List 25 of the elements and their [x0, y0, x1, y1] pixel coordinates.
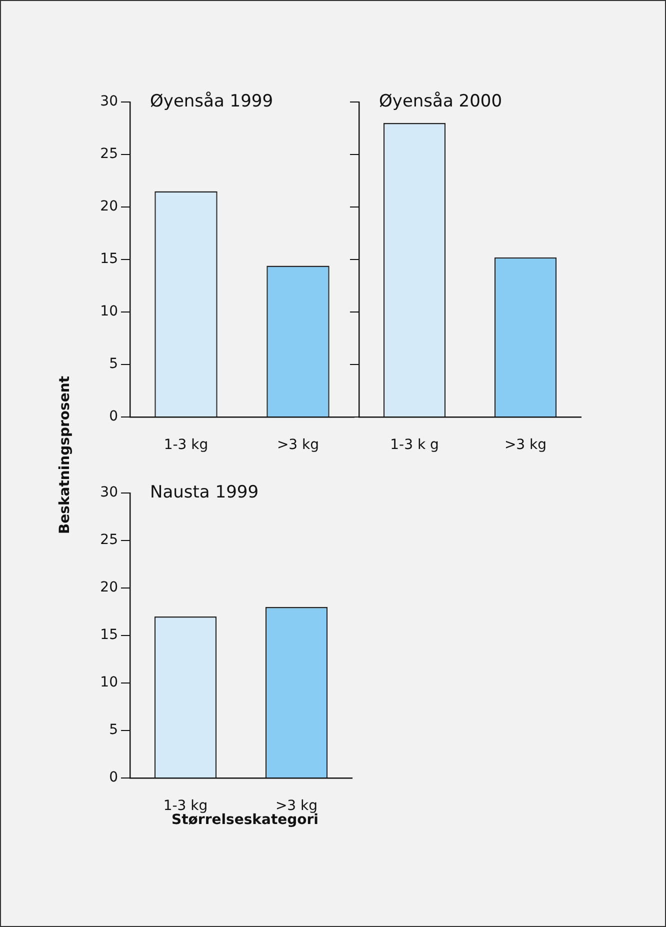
- y-tick-label: 5: [109, 356, 118, 372]
- y-axis-title: Beskatningsprosent: [57, 376, 73, 534]
- x-tick-label: 1-3 kg: [164, 437, 208, 454]
- y-tick-label: 30: [100, 484, 118, 501]
- y-tick-label: 5: [109, 722, 118, 738]
- x-tick-label: >3 kg: [276, 437, 320, 454]
- y-tick-label: 10: [100, 304, 118, 320]
- chart-title: Nausta 1999: [150, 482, 259, 502]
- y-tick-label: 10: [100, 674, 118, 691]
- y-tick-label: 20: [100, 198, 118, 215]
- y-tick-label: 15: [100, 627, 118, 644]
- y-tick-label: 0: [109, 770, 118, 786]
- y-tick-label: 30: [100, 94, 118, 110]
- y-tick-label: 15: [100, 251, 118, 268]
- chart-title: Øyensåa 2000: [379, 91, 502, 112]
- x-tick-label: >3 kg: [275, 798, 318, 814]
- y-tick-label: 25: [100, 532, 118, 548]
- y-tick-label: 25: [100, 146, 118, 162]
- x-tick-label: >3 kg: [504, 437, 547, 454]
- y-tick-label: 0: [109, 408, 118, 425]
- chart-title: Øyensåa 1999: [150, 91, 274, 112]
- x-axis-title: Størrelseskategori: [172, 812, 318, 828]
- x-tick-label: 1-3 kg: [163, 798, 208, 814]
- x-tick-label: 1-3 k g: [390, 437, 439, 454]
- y-tick-label: 20: [100, 580, 118, 596]
